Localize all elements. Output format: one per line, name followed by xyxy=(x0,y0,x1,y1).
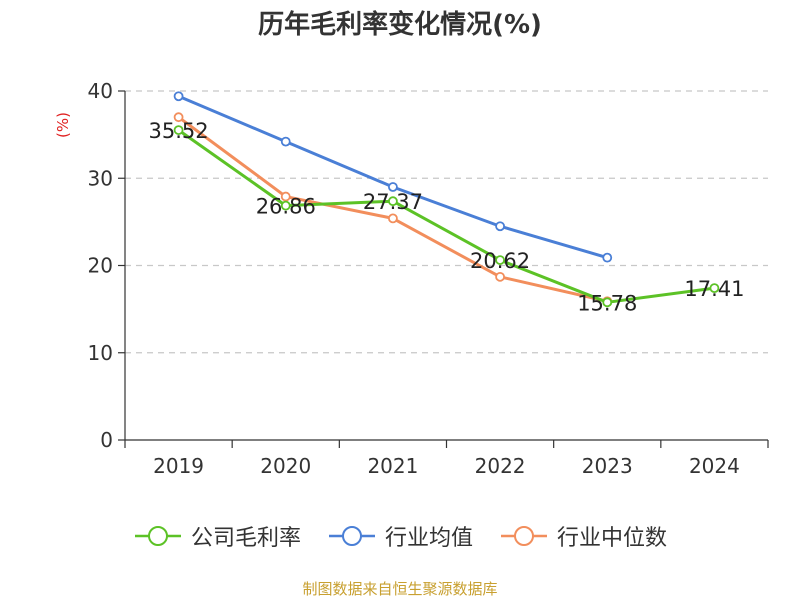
y-tick-label: 20 xyxy=(88,254,113,278)
y-axis-label: (%) xyxy=(54,112,72,138)
legend-item: 行业均值 xyxy=(327,520,473,552)
y-tick-label: 40 xyxy=(88,79,113,103)
data-point xyxy=(495,255,505,265)
x-tick-label: 2020 xyxy=(260,454,311,478)
legend-swatch xyxy=(134,526,181,546)
x-tick-label: 2022 xyxy=(475,454,526,478)
data-point xyxy=(173,91,184,102)
data-point xyxy=(602,297,613,308)
data-label: 20.62 xyxy=(470,249,530,273)
data-point xyxy=(602,252,613,263)
x-tick-label: 2019 xyxy=(153,454,204,478)
data-point xyxy=(388,196,398,207)
y-tick-label: 0 xyxy=(100,428,113,452)
y-tick-label: 10 xyxy=(88,341,113,365)
legend-item: 行业中位数 xyxy=(499,520,667,552)
data-label: 17.41 xyxy=(684,277,744,301)
data-label: 27.37 xyxy=(363,190,423,214)
legend-label: 行业中位数 xyxy=(557,526,668,551)
legend-label: 行业均值 xyxy=(384,526,473,551)
data-label: 26.86 xyxy=(256,195,316,219)
data-point xyxy=(280,191,291,202)
data-label: 35.52 xyxy=(149,119,209,143)
legend: 公司毛利率 行业均值 行业中位数 xyxy=(0,520,800,552)
x-tick-label: 2023 xyxy=(582,454,633,478)
chart-title: 历年毛利率变化情况(%) xyxy=(258,10,542,40)
x-tick-label: 2024 xyxy=(689,454,740,478)
data-point xyxy=(495,271,505,282)
data-point xyxy=(280,136,291,147)
data-point xyxy=(709,283,720,293)
data-point xyxy=(388,182,398,192)
data-point xyxy=(495,221,505,232)
data-point xyxy=(388,213,398,224)
data-point xyxy=(173,112,184,123)
legend-swatch xyxy=(328,526,375,546)
data-label: 15.78 xyxy=(577,291,637,315)
data-point xyxy=(280,200,291,211)
x-tick-label: 2021 xyxy=(367,454,418,478)
data-point xyxy=(173,125,184,135)
legend-item: 公司毛利率 xyxy=(133,520,301,552)
y-tick-label: 30 xyxy=(88,166,113,190)
series-line xyxy=(177,128,715,304)
legend-swatch xyxy=(501,526,547,546)
legend-label: 公司毛利率 xyxy=(190,526,301,551)
source-note: 制图数据来自恒生聚源数据库 xyxy=(302,580,498,598)
